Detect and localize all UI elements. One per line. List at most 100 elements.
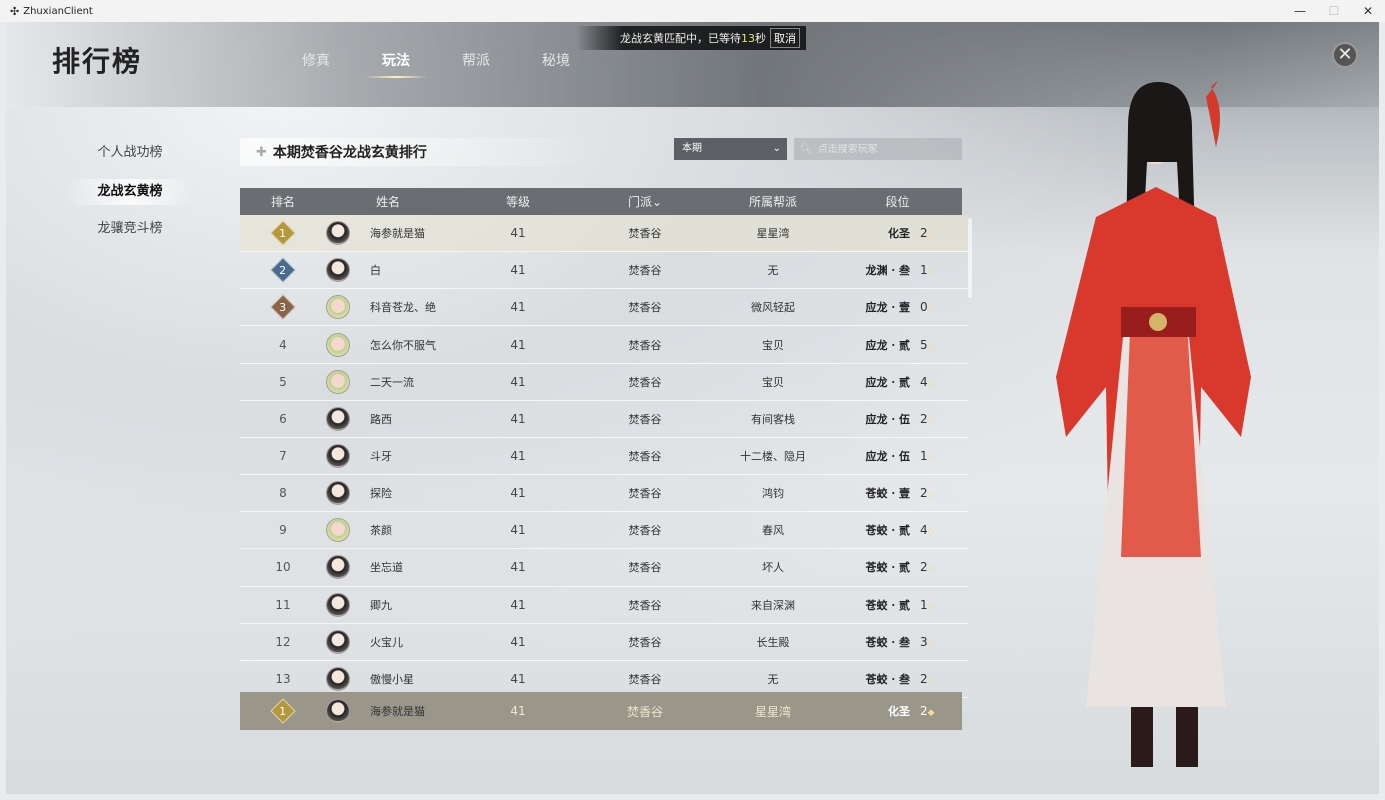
cancel-match-button[interactable]: 取消 bbox=[770, 28, 800, 48]
table-row[interactable]: 6 路西 41 焚香谷 有间客栈 应龙 · 伍 2◇ bbox=[240, 401, 968, 438]
player-tier: 苍蛟 · 贰 bbox=[865, 561, 911, 575]
table-body: 1 海参就是猫 41 焚香谷 星星湾 化圣 2◇ 2 白 41 焚香谷 无 龙渊 … bbox=[240, 215, 968, 699]
col-tier: 段位 bbox=[885, 195, 910, 209]
rank-cell: 10 bbox=[262, 560, 304, 574]
search-input[interactable] bbox=[817, 143, 958, 155]
player-level: 41 bbox=[510, 411, 526, 426]
col-sect[interactable]: 门派⌄ bbox=[627, 195, 663, 209]
player-tier: 化圣 bbox=[888, 227, 910, 241]
search-icon: 🔍︎ bbox=[800, 143, 813, 155]
table-row[interactable]: 13 傲慢小星 41 焚香谷 无 苍蛟 · 叁 2◇ bbox=[240, 661, 968, 699]
maximize-button[interactable]: ☐ bbox=[1328, 4, 1340, 18]
player-name: 傲慢小星 bbox=[370, 672, 414, 686]
player-name: 海参就是猫 bbox=[370, 227, 425, 241]
window-close-button[interactable]: ✕ bbox=[1362, 4, 1374, 18]
table-row[interactable]: 7 斗牙 41 焚香谷 十二楼、隐月 应龙 · 伍 1◇ bbox=[240, 438, 968, 476]
player-points: 2◇ bbox=[920, 671, 935, 686]
my-name: 海参就是猫 bbox=[370, 705, 425, 718]
rank-cell: 11 bbox=[262, 598, 304, 612]
table-row[interactable]: 8 探险 41 焚香谷 鸿钧 苍蛟 · 壹 2◇ bbox=[240, 475, 968, 513]
player-guild: 宝贝 bbox=[762, 375, 784, 389]
player-sect: 焚香谷 bbox=[628, 524, 662, 538]
sidebar-item-personal[interactable]: 个人战功榜 bbox=[97, 145, 163, 160]
star-icon: ◇ bbox=[927, 490, 935, 501]
sidebar-item-longxiang[interactable]: 龙骧竞斗榜 bbox=[97, 221, 163, 236]
avatar bbox=[326, 295, 350, 320]
player-name: 路西 bbox=[370, 412, 392, 426]
player-points: 5◇ bbox=[920, 337, 935, 352]
table-row[interactable]: 12 火宝儿 41 焚香谷 长生殿 苍蛟 · 叁 3◇ bbox=[240, 624, 968, 661]
avatar bbox=[326, 221, 350, 246]
matchmaking-status: 龙战玄黄匹配中，已等待 13 秒 取消 bbox=[576, 26, 806, 50]
player-points: 2◇ bbox=[920, 226, 935, 241]
character-model bbox=[1056, 81, 1251, 767]
my-level: 41 bbox=[510, 704, 526, 718]
chevron-down-icon: ⌄ bbox=[772, 143, 781, 154]
player-level: 41 bbox=[510, 263, 526, 278]
scrollbar[interactable] bbox=[968, 218, 972, 298]
table-row[interactable]: 1 海参就是猫 41 焚香谷 星星湾 化圣 2◇ bbox=[240, 215, 968, 253]
player-guild: 春风 bbox=[762, 524, 784, 538]
rank-number: 8 bbox=[279, 486, 287, 501]
sidebar: 个人战功榜 龙战玄黄榜 龙骧竞斗榜 bbox=[66, 140, 194, 257]
player-guild: 十二楼、隐月 bbox=[740, 450, 806, 464]
star-icon: ◇ bbox=[927, 601, 935, 612]
player-tier: 苍蛟 · 叁 bbox=[865, 635, 911, 649]
rank-cell: 6 bbox=[262, 412, 304, 426]
my-points: 2◆ bbox=[920, 704, 935, 718]
rank-cell: 5 bbox=[262, 375, 304, 389]
avatar bbox=[326, 699, 350, 723]
table-row[interactable]: 4 怎么你不服气 41 焚香谷 宝贝 应龙 · 贰 5◇ bbox=[240, 326, 968, 364]
tab-mijing[interactable]: 秘境 bbox=[542, 53, 570, 69]
tab-bangpai[interactable]: 帮派 bbox=[462, 53, 490, 69]
table-row[interactable]: 3 科音苍龙、绝 41 焚香谷 微风轻起 应龙 · 壹 0◇ bbox=[240, 289, 968, 327]
player-level: 41 bbox=[510, 560, 526, 575]
table-row[interactable]: 2 白 41 焚香谷 无 龙渊 · 叁 1◇ bbox=[240, 252, 968, 290]
col-guild: 所属帮派 bbox=[748, 195, 797, 209]
matchmaking-seconds: 13 bbox=[741, 31, 755, 45]
rank-medal-icon: 2 bbox=[270, 257, 296, 283]
window-titlebar: ✣ ZhuxianClient — ☐ ✕ bbox=[0, 0, 1385, 22]
player-name: 二天一流 bbox=[370, 375, 414, 389]
search-box[interactable]: 🔍︎ bbox=[794, 138, 962, 160]
tab-wanfa[interactable]: 玩法 bbox=[356, 50, 436, 78]
period-select[interactable]: 本期 ⌄ bbox=[674, 138, 787, 160]
player-tier: 苍蛟 · 贰 bbox=[865, 524, 911, 538]
player-points: 4◇ bbox=[920, 523, 935, 538]
player-level: 41 bbox=[510, 226, 526, 241]
close-icon[interactable]: ✕ bbox=[1332, 42, 1358, 68]
app-icon: ✣ bbox=[10, 4, 20, 18]
star-icon: ◇ bbox=[927, 638, 935, 649]
table-row[interactable]: 5 二天一流 41 焚香谷 宝贝 应龙 · 贰 4◇ bbox=[240, 364, 968, 401]
player-name: 火宝儿 bbox=[370, 635, 403, 649]
player-guild: 微风轻起 bbox=[751, 301, 795, 315]
table-row[interactable]: 9 茶颜 41 焚香谷 春风 苍蛟 · 贰 4◇ bbox=[240, 512, 968, 550]
period-value: 本期 bbox=[682, 143, 702, 154]
player-name: 卿九 bbox=[370, 598, 392, 612]
player-name: 探险 bbox=[370, 487, 392, 501]
my-guild: 星星湾 bbox=[754, 704, 791, 719]
avatar bbox=[326, 592, 350, 617]
sidebar-item-longzhan[interactable]: 龙战玄黄榜 bbox=[66, 179, 194, 205]
rank-cell: 9 bbox=[262, 523, 304, 537]
player-tier: 应龙 · 贰 bbox=[865, 338, 911, 352]
rank-number: 7 bbox=[279, 449, 287, 464]
player-sect: 焚香谷 bbox=[628, 672, 662, 686]
player-tier: 龙渊 · 叁 bbox=[865, 264, 911, 278]
rank-cell: 2 bbox=[262, 257, 304, 283]
table-row[interactable]: 10 坐忘道 41 焚香谷 坏人 苍蛟 · 贰 2◇ bbox=[240, 549, 968, 587]
rank-number: 13 bbox=[275, 671, 291, 686]
minimize-button[interactable]: — bbox=[1294, 4, 1306, 18]
rank-cell: 4 bbox=[262, 338, 304, 352]
avatar bbox=[326, 369, 350, 394]
player-sect: 焚香谷 bbox=[628, 598, 662, 612]
player-name: 茶颜 bbox=[370, 524, 392, 538]
tab-xiuzhen[interactable]: 修真 bbox=[302, 53, 330, 69]
avatar bbox=[326, 666, 350, 691]
player-name: 怎么你不服气 bbox=[370, 338, 436, 352]
avatar bbox=[326, 481, 350, 506]
table-row[interactable]: 11 卿九 41 焚香谷 来自深渊 苍蛟 · 贰 1◇ bbox=[240, 587, 968, 624]
player-sect: 焚香谷 bbox=[628, 338, 662, 352]
player-sect: 焚香谷 bbox=[628, 412, 662, 426]
star-icon: ◇ bbox=[927, 230, 935, 241]
